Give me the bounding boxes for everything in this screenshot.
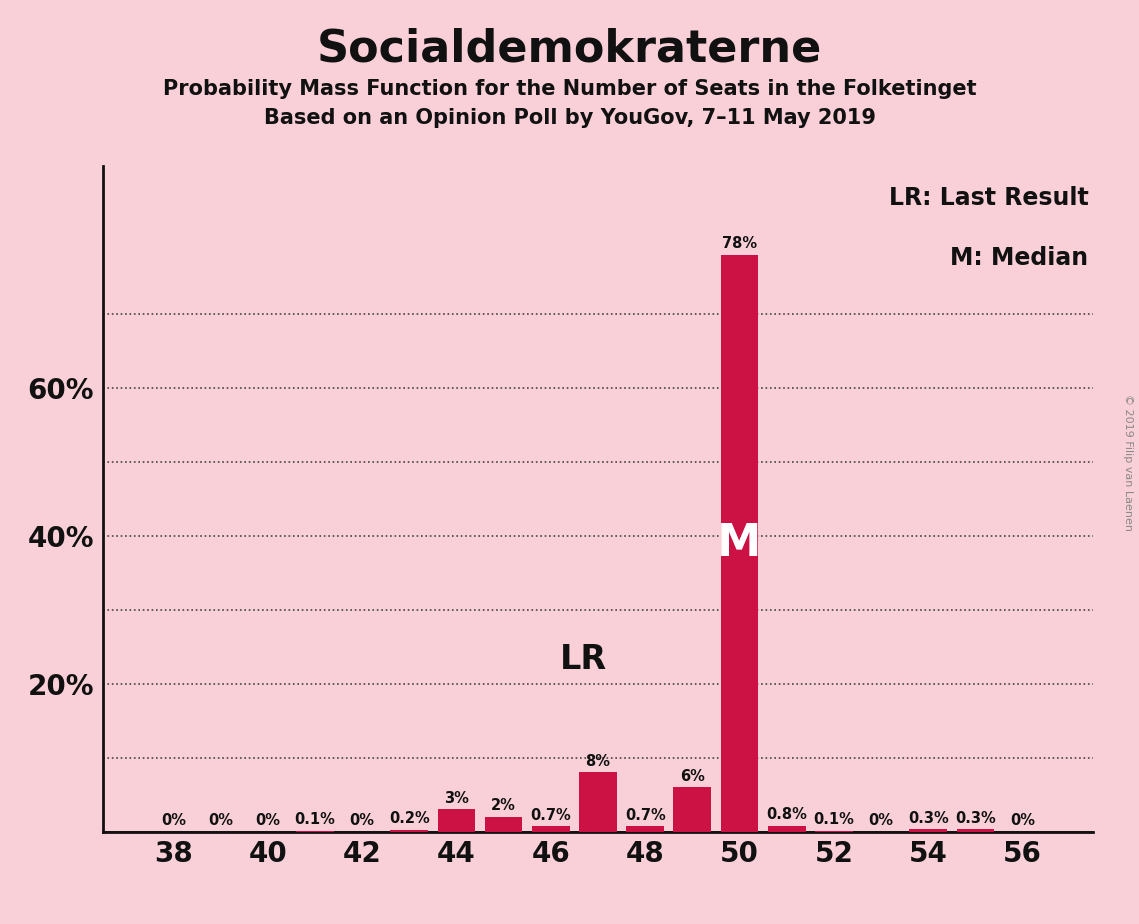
Bar [437,809,475,832]
Text: © 2019 Filip van Laenen: © 2019 Filip van Laenen [1123,394,1133,530]
Text: Based on an Opinion Poll by YouGov, 7–11 May 2019: Based on an Opinion Poll by YouGov, 7–11… [263,108,876,128]
Text: 0%: 0% [161,813,186,828]
Text: 3%: 3% [444,791,469,806]
Text: Socialdemokraterne: Socialdemokraterne [317,28,822,71]
Text: 2%: 2% [491,798,516,813]
Bar [485,817,523,832]
Text: 8%: 8% [585,754,611,769]
Text: 0%: 0% [350,813,375,828]
Bar [768,826,805,832]
Bar [626,826,664,832]
Bar [673,787,711,832]
Text: LR: LR [560,643,607,676]
Text: 0.3%: 0.3% [956,810,995,826]
Text: 0.3%: 0.3% [908,810,949,826]
Text: 0%: 0% [255,813,280,828]
Bar [957,830,994,832]
Bar [532,826,570,832]
Bar [579,772,617,832]
Text: 0.8%: 0.8% [767,807,808,822]
Bar [721,255,759,832]
Text: 0%: 0% [208,813,233,828]
Text: Probability Mass Function for the Number of Seats in the Folketinget: Probability Mass Function for the Number… [163,79,976,99]
Bar [909,830,948,832]
Text: 0%: 0% [1010,813,1035,828]
Text: M: M [718,522,762,565]
Text: 0.2%: 0.2% [388,811,429,826]
Text: 0.7%: 0.7% [625,808,665,822]
Text: 0.7%: 0.7% [531,808,571,822]
Text: LR: Last Result: LR: Last Result [888,187,1089,211]
Text: 78%: 78% [722,237,757,251]
Text: 0.1%: 0.1% [294,812,335,827]
Bar [391,830,428,832]
Text: 0.1%: 0.1% [813,812,854,827]
Text: 6%: 6% [680,769,705,784]
Text: M: Median: M: Median [950,246,1089,270]
Text: 0%: 0% [869,813,894,828]
